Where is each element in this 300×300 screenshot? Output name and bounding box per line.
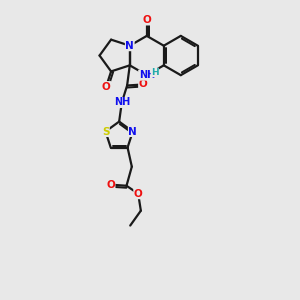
- Text: NH: NH: [114, 98, 130, 107]
- Text: O: O: [102, 82, 110, 92]
- Text: S: S: [102, 127, 109, 136]
- Text: O: O: [142, 15, 151, 25]
- Text: NH: NH: [139, 70, 155, 80]
- Text: N: N: [128, 127, 137, 136]
- Text: O: O: [106, 180, 115, 190]
- Text: H: H: [151, 68, 158, 77]
- Text: O: O: [139, 80, 147, 89]
- Text: O: O: [134, 189, 142, 199]
- Text: N: N: [125, 41, 134, 51]
